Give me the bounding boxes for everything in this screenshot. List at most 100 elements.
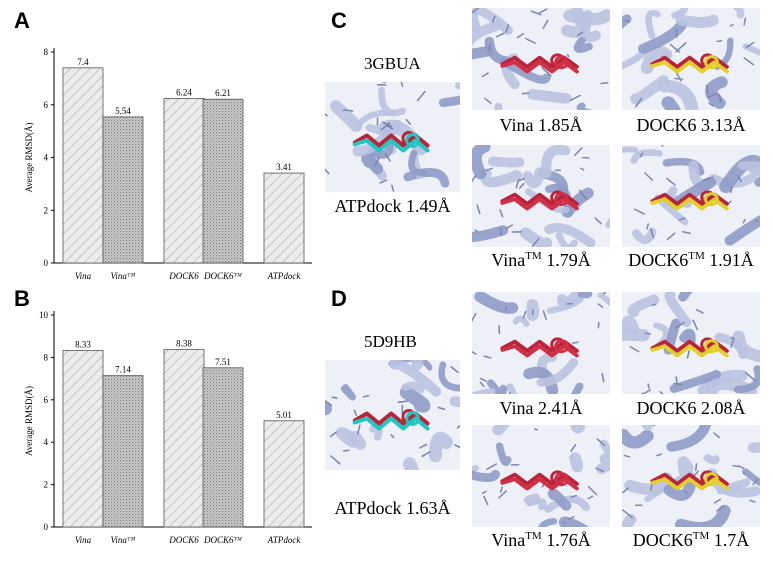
protein-ribbon (472, 145, 491, 180)
residue-stick (644, 332, 652, 335)
protein-ribbon (678, 292, 693, 302)
residue-stick (454, 444, 460, 449)
residue-stick (524, 37, 536, 44)
protein-ribbon (714, 332, 748, 360)
protein-ribbon (677, 456, 694, 477)
residue-stick (730, 186, 733, 194)
protein-ribbon (544, 495, 591, 513)
bar-chart-a: 0 2 4 6 8 Average RMSD(Å) 7.4 Vina 5.54 Vinaᵀᴹ 6.2… (24, 47, 312, 281)
residue-stick (390, 434, 395, 439)
residue-stick (666, 177, 676, 186)
protein-ribbon (738, 161, 760, 171)
protein-ribbon (716, 478, 751, 495)
structure-c-vina-tm (472, 145, 610, 247)
caption-c-dock6-rmsd: 3.13Å (701, 115, 746, 135)
residue-stick (659, 391, 664, 394)
residue-stick (505, 24, 510, 33)
protein-ribbon (664, 292, 692, 327)
protein-ribbon (519, 227, 553, 247)
ligand-ring (554, 192, 569, 207)
protein-ribbon (576, 102, 593, 110)
bar-4 (263, 420, 305, 528)
residue-stick (479, 381, 485, 388)
bar-3 (202, 367, 244, 528)
y-tick-label: 0 (44, 258, 49, 268)
residue-stick (580, 167, 585, 171)
protein-ribbon (674, 504, 731, 527)
protein-ribbon (703, 454, 720, 465)
ligand-ring (405, 411, 420, 426)
caption-d-dock6-method: DOCK6 (636, 398, 697, 418)
residue-stick (397, 400, 408, 404)
structure-c-dock6 (622, 8, 760, 110)
protein-ribbon (487, 156, 525, 168)
residue-stick (472, 312, 477, 323)
protein-ribbon (622, 328, 650, 342)
residue-stick (729, 24, 734, 27)
protein-ribbon (669, 369, 722, 393)
caption-c-vina-tm-sup: TM (525, 250, 542, 262)
protein-ribbon (540, 145, 571, 179)
protein-ribbon (408, 149, 427, 176)
caption-d-vina-tm: VinaTM 1.76Å (472, 530, 610, 551)
bar-value-label: 5.01 (276, 410, 292, 420)
structure-d-vina (472, 292, 610, 394)
protein-ribbon (645, 9, 661, 39)
residue-stick (647, 383, 650, 389)
protein-ribbon (527, 89, 572, 104)
panel-label-d: D (331, 286, 347, 311)
y-tick-label: 2 (44, 205, 49, 215)
x-tick-label: ATPdock (267, 535, 302, 545)
residue-stick (650, 227, 655, 239)
y-tick-label: 2 (44, 480, 49, 490)
protein-ribbon (472, 225, 509, 242)
residue-stick (713, 432, 721, 439)
bar-value-label: 8.33 (75, 339, 91, 349)
protein-ribbon (522, 167, 546, 189)
residue-stick (629, 346, 640, 353)
residue-stick (646, 223, 650, 230)
residue-stick (498, 490, 508, 499)
residue-stick (531, 238, 540, 247)
residue-stick (569, 94, 581, 102)
caption-d-vina-rmsd: 2.41Å (537, 398, 583, 418)
y-tick-label: 4 (44, 437, 49, 447)
residue-stick (661, 145, 664, 147)
caption-d-vina: Vina 2.41Å (472, 398, 610, 419)
ligand (500, 60, 579, 74)
residue-stick (742, 218, 746, 224)
x-tick-label: Vinaᵀᴹ (111, 535, 137, 545)
residue-stick (483, 495, 489, 506)
ligand-ring (704, 55, 719, 70)
residue-stick (419, 443, 428, 449)
caption-d-vina-tm-method: Vina (491, 530, 526, 550)
y-tick-label: 6 (44, 395, 49, 405)
protein-ribbon (536, 358, 579, 387)
residue-stick (570, 444, 577, 452)
residue-stick (518, 182, 525, 190)
protein-ribbon (408, 360, 424, 371)
residue-stick (595, 467, 605, 473)
residue-stick (708, 102, 715, 107)
caption-d-vina-tm-rmsd: 1.76Å (546, 530, 591, 550)
ligand-ring (554, 55, 569, 70)
residue-stick (542, 19, 549, 29)
residue-stick (743, 17, 747, 26)
residue-stick (622, 509, 634, 519)
protein-ribbon (512, 315, 530, 327)
protein-ribbon (449, 396, 460, 408)
bar-3 (202, 98, 244, 264)
protein-ribbon (671, 8, 689, 19)
ligand-ring (554, 472, 569, 487)
residue-stick (718, 93, 722, 104)
residue-stick (578, 189, 588, 201)
protein-ribbon (472, 20, 502, 47)
structure-c-vina (472, 8, 610, 110)
protein-ribbon (569, 452, 583, 473)
ligand (650, 477, 729, 491)
residue-stick (325, 399, 333, 407)
bar-2 (163, 348, 205, 528)
protein-ribbon (661, 96, 681, 110)
residue-stick (624, 19, 630, 23)
residue-stick (673, 382, 683, 386)
